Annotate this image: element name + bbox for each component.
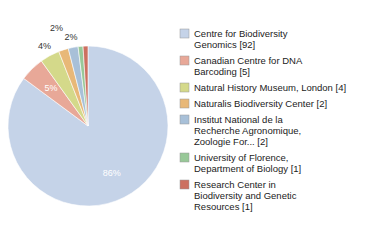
data-labels: 86% 5% 4% 2%2% [38,23,121,178]
chart-container: 86% 5% 4% 2%2% Centre for BiodiversityGenomi… [0,0,380,240]
legend-swatch [180,83,189,92]
data-label: 86% [103,168,121,178]
legend-label-line: Department of Biology [1] [194,163,301,174]
legend: Centre for BiodiversityGenomics [92] Cana… [180,28,346,212]
data-label: 4% [38,41,51,51]
legend-label: Institut National de laRecherche Agronom… [194,114,301,147]
legend-label-line: Recherche Agronomique, [194,125,301,136]
legend-label-line: University of Florence, [194,152,289,163]
legend-label: Research Center inBiodiversity and Genet… [194,179,297,212]
legend-label: University of Florence,Department of Bio… [194,152,301,174]
data-label: 2% [65,32,78,42]
legend-label-line: Research Center in [194,179,276,190]
legend-label-line: Genomics [92] [194,39,255,50]
legend-label-line: Naturalis Biodiversity Center [2] [194,98,327,109]
data-label: 5% [44,83,57,93]
pie-slice [68,47,88,126]
pie-slice [8,46,168,206]
chart: 86% 5% 4% 2%2% Centre for BiodiversityGenomi… [0,0,380,240]
legend-swatch [180,153,189,162]
legend-label: Natural History Museum, London [4] [194,82,346,93]
data-label: 2% [50,23,63,33]
pie [8,46,168,206]
legend-label: Canadian Centre for DNABarcoding [5] [194,55,303,77]
legend-label: Centre for BiodiversityGenomics [92] [194,28,288,50]
legend-label: Naturalis Biodiversity Center [2] [194,98,327,109]
legend-label-line: Natural History Museum, London [4] [194,82,346,93]
legend-label-line: Resources [1] [194,201,253,212]
legend-label-line: Barcoding [5] [194,66,250,77]
legend-label-line: Centre for Biodiversity [194,28,288,39]
legend-swatch [180,29,189,38]
legend-label-line: Zoologie For... [2] [194,136,268,147]
legend-label-line: Institut National de la [194,114,283,125]
legend-swatch [180,99,189,108]
legend-swatch [180,56,189,65]
pie-slice [83,46,88,126]
background [0,0,380,240]
legend-label-line: Biodiversity and Genetic [194,190,297,201]
legend-swatch [180,180,189,189]
pie-slice [78,46,88,126]
legend-label-line: Canadian Centre for DNA [194,55,303,66]
legend-swatch [180,115,189,124]
